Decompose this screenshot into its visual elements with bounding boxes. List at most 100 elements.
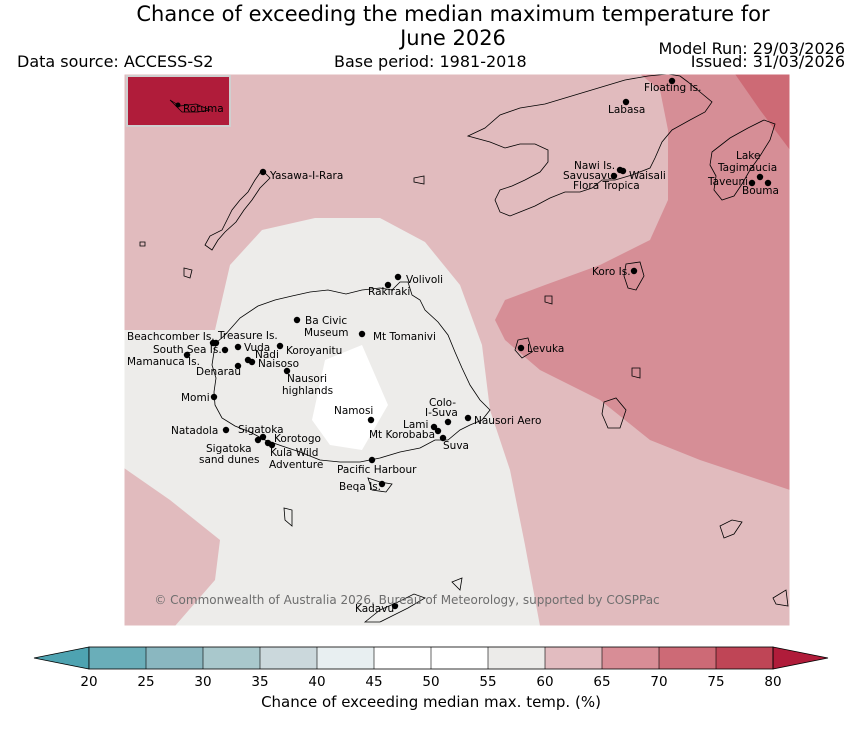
place-dot — [439, 434, 447, 442]
colorbar-segment — [317, 647, 375, 669]
place-label: Labasa — [608, 104, 645, 116]
place-label: Natadola — [171, 425, 218, 437]
colorbar-label: Chance of exceeding median max. temp. (%… — [261, 693, 601, 711]
place-label: Nausori Aero — [474, 415, 541, 427]
place-dot — [183, 351, 191, 359]
place-label: Suva — [443, 440, 469, 452]
place-dot — [234, 362, 242, 370]
place-dot — [748, 179, 756, 187]
colorbar-tick-label: 30 — [194, 674, 211, 690]
colorbar-high-extend — [772, 646, 829, 670]
place-dot — [444, 418, 452, 426]
place-label: Ba Civic — [305, 315, 347, 327]
place-label: Savusavu — [563, 170, 614, 182]
place-dot — [391, 602, 399, 610]
colorbar-tick-label: 80 — [764, 674, 781, 690]
place-dot — [268, 441, 276, 449]
viti-levu-coast — [211, 281, 491, 463]
place-label: highlands — [282, 385, 333, 397]
field-70-75 — [735, 74, 790, 150]
place-label: South Sea Is. — [153, 344, 222, 356]
place-label: Lami — [403, 419, 428, 431]
base-period-label: Base period: 1981-2018 — [334, 52, 527, 71]
place-dot — [368, 456, 376, 464]
place-dot — [210, 393, 218, 401]
colorbar-low-extend — [33, 646, 90, 670]
colorbar-segment — [146, 647, 204, 669]
place-dot — [254, 436, 262, 444]
place-dot — [430, 423, 438, 431]
copyright-notice: © Commonwealth of Australia 2026, Bureau… — [154, 593, 659, 607]
place-dot — [283, 367, 291, 375]
place-label: I-Suva — [425, 407, 458, 419]
place-dot — [764, 179, 772, 187]
colorbar-segment — [260, 647, 318, 669]
place-label: Lake — [736, 150, 760, 162]
place-label: Bouma — [742, 185, 779, 197]
place-label: Adventure — [269, 459, 323, 471]
place-label: Rakiraki — [368, 286, 410, 298]
colorbar-segment — [89, 647, 147, 669]
place-dot — [367, 416, 375, 424]
place-label: Beachcomber Is. — [127, 331, 215, 343]
place-label: Koro Is. — [592, 266, 631, 278]
place-label: Flora Tropica — [573, 180, 640, 192]
colorbar-tick-label: 25 — [137, 674, 154, 690]
koro-coast — [623, 261, 645, 291]
place-label: Naisoso — [258, 358, 299, 370]
yasawa-coast — [204, 169, 271, 251]
place-label: Yasawa-I-Rara — [269, 170, 343, 182]
colorbar-segment — [659, 647, 717, 669]
place-label: Museum — [304, 327, 349, 339]
place-label: sand dunes — [199, 454, 259, 466]
colorbar-tick-label: 55 — [479, 674, 496, 690]
place-label: Vuda — [244, 342, 270, 354]
title-line-2: June 2026 — [400, 26, 506, 50]
place-dot — [756, 173, 764, 181]
issued-label: Issued: 31/03/2026 — [690, 52, 845, 71]
chart-title: Chance of exceeding the median maximum t… — [0, 2, 862, 50]
place-label: Treasure Is. — [217, 330, 278, 342]
place-dot — [434, 427, 442, 435]
place-label: Nadi — [255, 349, 279, 361]
place-label: Kadavu — [355, 603, 394, 615]
place-dot — [619, 167, 627, 175]
place-dot — [276, 342, 284, 350]
place-dot — [259, 168, 267, 176]
place-dot — [259, 433, 267, 441]
colorbar-tick-label: 75 — [707, 674, 724, 690]
map-frame — [123, 73, 791, 627]
place-label: Waisali — [629, 170, 666, 182]
probability-field — [124, 74, 790, 626]
place-dot — [610, 172, 618, 180]
place-dot — [358, 330, 366, 338]
place-label: Mt Tomanivi — [373, 331, 436, 343]
place-dot — [248, 358, 256, 366]
place-label: Namosi — [334, 405, 373, 417]
colorbar: 20 25 30 35 40 45 50 55 60 65 70 75 80 — [33, 646, 829, 690]
ovalau-coast — [514, 337, 533, 359]
place-dot — [222, 426, 230, 434]
model-run-label: Model Run: 29/03/2026 — [658, 39, 846, 58]
colorbar-tick-label: 70 — [650, 674, 667, 690]
place-label: Kula Wild — [270, 447, 318, 459]
rotuma-inset — [126, 75, 231, 127]
colorbar-tick-label: 50 — [422, 674, 439, 690]
colorbar-segment — [716, 647, 774, 669]
place-label: Denarau — [196, 366, 241, 378]
place-label: Momi — [181, 392, 210, 404]
place-dot — [378, 480, 386, 488]
colorbar-segment — [545, 647, 603, 669]
vanua-levu-coast — [466, 74, 713, 217]
place-dot — [464, 414, 472, 422]
place-label: Taveuni — [707, 176, 748, 188]
colorbar-segment — [602, 647, 660, 669]
place-label: Sigatoka — [238, 424, 284, 436]
place-label: Colo- — [429, 397, 456, 409]
place-dot — [622, 98, 630, 106]
place-dot — [668, 77, 676, 85]
place-dot — [384, 281, 392, 289]
place-dot — [234, 343, 242, 351]
